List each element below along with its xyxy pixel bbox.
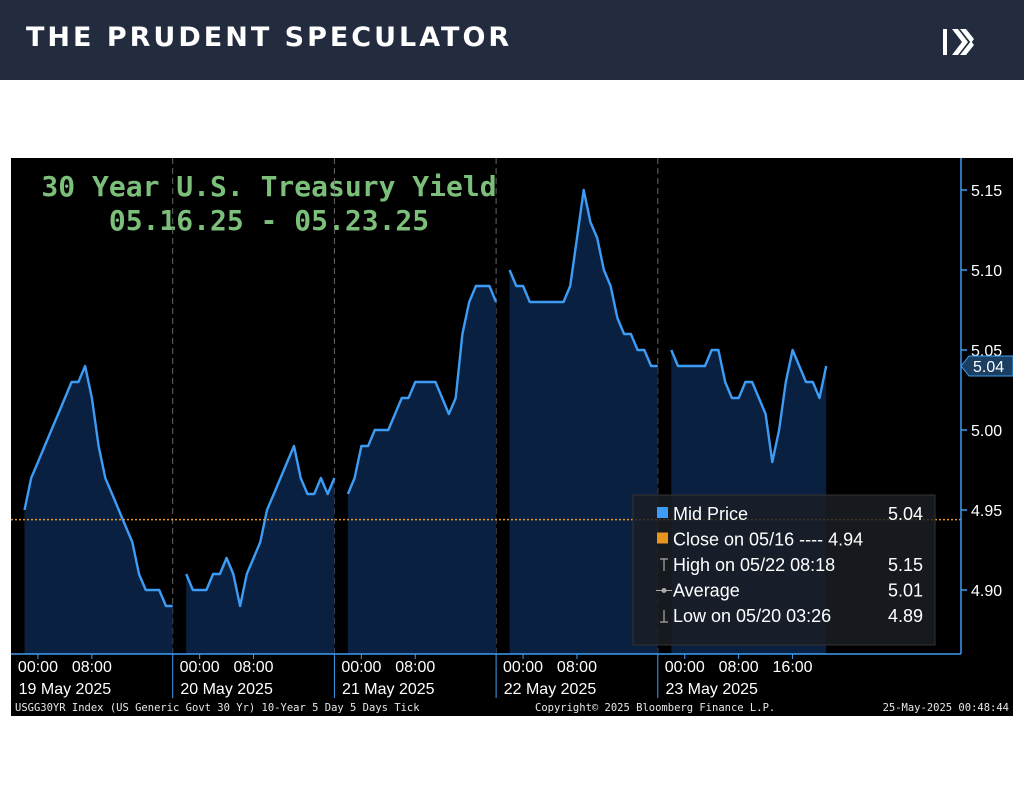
legend-value: 5.01 bbox=[888, 581, 923, 601]
series-area-2 bbox=[186, 446, 335, 654]
chart-copyright: Copyright© 2025 Bloomberg Finance L.P. bbox=[535, 702, 776, 714]
chart-legend: Mid Price 5.04 Close on 05/16 ---- 4.94 Hig… bbox=[632, 494, 936, 646]
x-tick-label: 00:00 bbox=[665, 659, 705, 676]
x-tick-label: 00:00 bbox=[503, 659, 543, 676]
legend-marker-close bbox=[657, 532, 668, 544]
chart-source-note: USGG30YR Index (US Generic Govt 30 Yr) 1… bbox=[15, 702, 420, 714]
brand-title: THE PRUDENT SPECULATOR bbox=[26, 22, 513, 53]
site-header: THE PRUDENT SPECULATOR bbox=[0, 0, 1024, 80]
legend-marker-mid bbox=[657, 507, 668, 518]
x-day-label: 21 May 2025 bbox=[342, 681, 435, 698]
x-tick-label: 16:00 bbox=[773, 659, 813, 676]
legend-label: Close on 05/16 ---- 4.94 bbox=[673, 530, 863, 550]
current-value-label: 5.04 bbox=[973, 359, 1004, 376]
legend-box bbox=[632, 494, 936, 646]
legend-label: High on 05/22 08:18 bbox=[673, 555, 835, 575]
chart-subtitle: 05.16.25 - 05.23.25 bbox=[109, 204, 429, 237]
series-area-1 bbox=[24, 366, 173, 654]
x-day-label: 23 May 2025 bbox=[665, 681, 758, 698]
x-tick-label: 00:00 bbox=[18, 659, 58, 676]
series-line-2 bbox=[185, 444, 336, 608]
x-tick-label: 08:00 bbox=[234, 659, 274, 676]
legend-label: Low on 05/20 03:26 bbox=[673, 606, 831, 626]
x-tick-label: 08:00 bbox=[72, 659, 112, 676]
x-tick-label: 00:00 bbox=[341, 659, 381, 676]
yield-chart: 30 Year U.S. Treasury Yield 05.16.25 - 05… bbox=[11, 158, 1013, 716]
legend-marker-high bbox=[660, 558, 668, 571]
legend-value: 5.04 bbox=[888, 504, 923, 524]
x-tick-label: 08:00 bbox=[719, 659, 759, 676]
chart-timestamp: 25-May-2025 00:48:44 bbox=[882, 702, 1009, 714]
legend-label: Average bbox=[673, 581, 740, 601]
legend-value: 5.15 bbox=[888, 555, 923, 575]
series-line-4 bbox=[508, 188, 658, 368]
series-line-5 bbox=[670, 348, 828, 464]
legend-label: Mid Price bbox=[673, 504, 748, 524]
y-tick-label: 5.10 bbox=[971, 263, 1002, 280]
x-tick-label: 08:00 bbox=[557, 659, 597, 676]
series-area-3 bbox=[347, 286, 497, 654]
current-value-marker bbox=[960, 355, 1013, 377]
y-tick-label: 4.95 bbox=[971, 503, 1002, 520]
k-chevron-logo-icon bbox=[943, 29, 974, 55]
y-tick-label: 5.15 bbox=[971, 183, 1002, 200]
series-line-3 bbox=[346, 284, 498, 495]
x-day-label: 22 May 2025 bbox=[504, 681, 597, 698]
x-day-label: 20 May 2025 bbox=[180, 681, 273, 698]
series-line-1 bbox=[23, 364, 173, 608]
series-area-4 bbox=[509, 190, 658, 654]
x-tick-label: 08:00 bbox=[395, 659, 435, 676]
chart-title: 30 Year U.S. Treasury Yield bbox=[41, 170, 496, 203]
legend-value: 4.89 bbox=[888, 606, 923, 626]
y-tick-label: 5.00 bbox=[971, 423, 1002, 440]
x-day-label: 19 May 2025 bbox=[19, 681, 112, 698]
y-tick-label: 4.90 bbox=[971, 583, 1002, 600]
x-tick-label: 00:00 bbox=[180, 659, 220, 676]
legend-marker-average bbox=[661, 588, 667, 593]
legend-marker-low bbox=[660, 610, 668, 623]
